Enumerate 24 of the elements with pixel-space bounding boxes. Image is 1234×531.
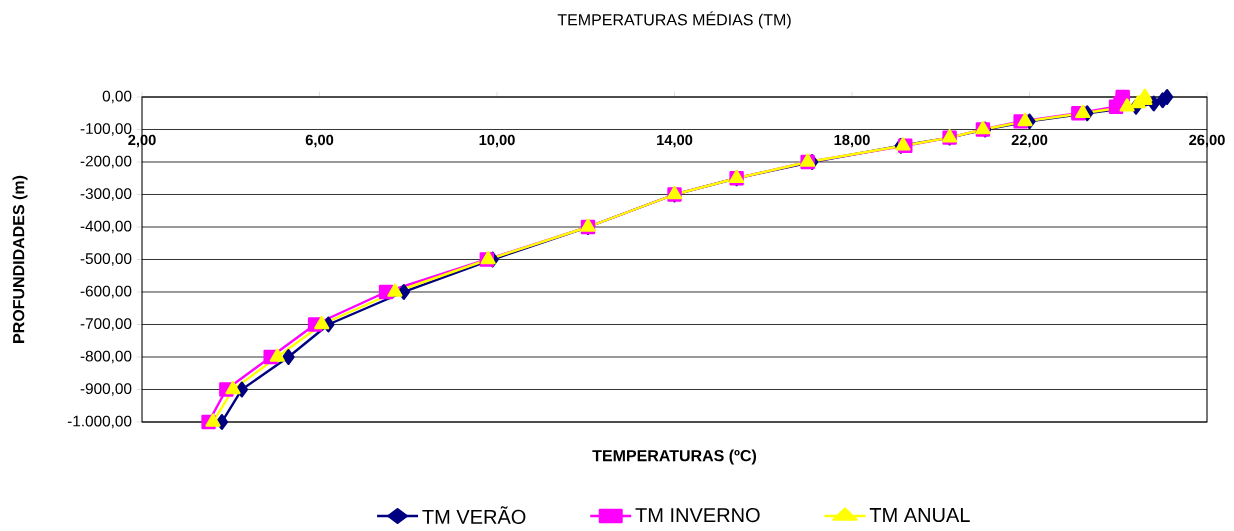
x-tick-label: 26,00	[1189, 134, 1225, 148]
x-tick-label: 18,00	[834, 134, 870, 148]
y-tick-label: -200,00	[80, 155, 132, 169]
y-tick-label: -600,00	[80, 285, 132, 299]
y-tick-label: -700,00	[80, 318, 132, 331]
y-tick-label: 0,00	[102, 90, 132, 104]
y-tick-label: -900,00	[80, 383, 132, 396]
y-tick-label: -300,00	[80, 188, 132, 201]
legend-label: TM INVERNO	[635, 507, 760, 523]
x-tick-label: 22,00	[1011, 134, 1048, 148]
x-axis-title: TEMPERATURAS (ºC)	[592, 449, 757, 465]
x-tick-label: 10,00	[479, 134, 515, 148]
x-tick-label: 6,00	[305, 134, 334, 148]
y-tick-label: -1.000,00	[67, 415, 132, 429]
y-tick-label: -400,00	[80, 220, 132, 234]
y-axis-title: PROFUNDIDADES (m)	[12, 175, 28, 343]
x-tick-label: 14,00	[657, 134, 693, 148]
chart-title: TEMPERATURAS MÉDIAS (TM)	[557, 11, 791, 29]
y-tick-label: -800,00	[80, 350, 132, 364]
x-tick-label: 2,00	[128, 134, 156, 148]
y-tick-label: -100,00	[80, 123, 132, 136]
legend-label: TM VERÃO	[422, 506, 526, 524]
legend-label: TM ANUAL	[869, 508, 970, 523]
y-tick-label: -500,00	[80, 253, 132, 266]
